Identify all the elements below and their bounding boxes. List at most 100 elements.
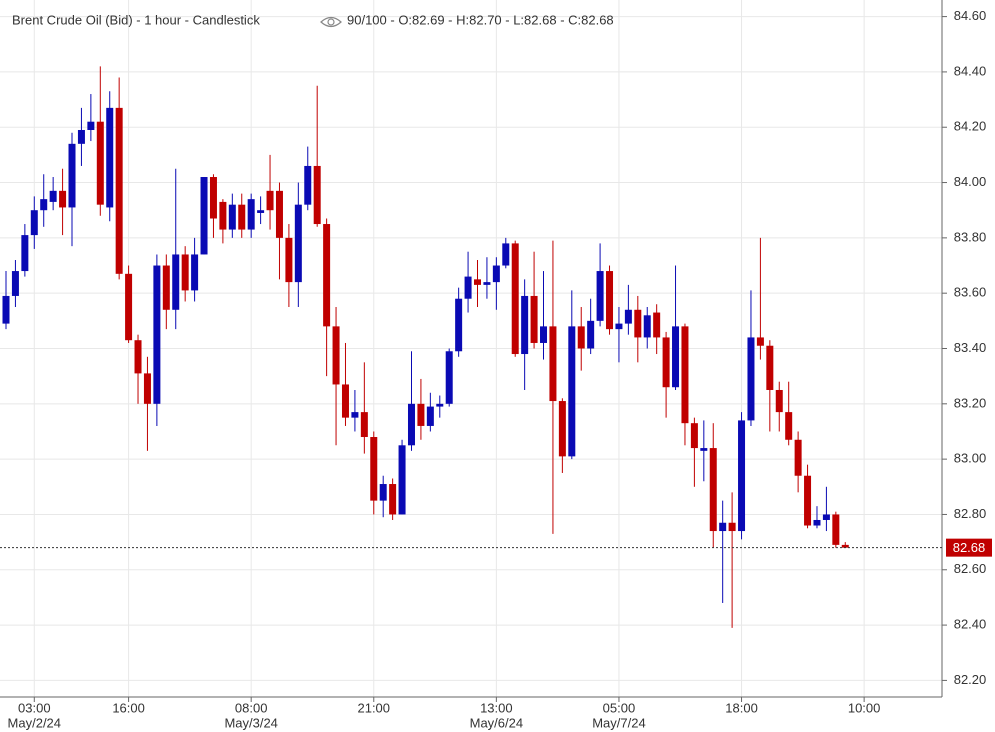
candle-body [2, 295, 10, 324]
x-tick-label: 16:00 [112, 700, 145, 715]
candle-body [247, 199, 255, 230]
candle-body [191, 254, 199, 291]
candle-body [634, 309, 642, 338]
eye-icon [320, 16, 342, 28]
x-tick-label: 08:00 [235, 700, 268, 715]
candle-body [653, 312, 661, 338]
y-tick-label: 83.60 [954, 285, 987, 300]
candle-body [455, 298, 463, 352]
candle-body [209, 177, 217, 219]
candle-body [662, 337, 670, 388]
candle-body [257, 210, 265, 213]
candle-body [681, 326, 689, 424]
candle-body [172, 254, 180, 310]
last-price-label: 82.68 [953, 540, 986, 555]
candle-body [238, 204, 246, 230]
candle-body [804, 475, 812, 526]
candle-body [313, 165, 321, 225]
y-tick-label: 84.20 [954, 119, 987, 134]
candle-body [379, 484, 387, 501]
candle-body [77, 129, 85, 144]
candle-body [568, 326, 576, 457]
candle-body [747, 337, 755, 421]
y-tick-label: 82.80 [954, 506, 987, 521]
candle-body [30, 210, 38, 236]
candle-body [360, 412, 368, 438]
x-date-label: May/6/24 [470, 715, 523, 730]
candle-body [219, 201, 227, 230]
candle-body [341, 384, 349, 418]
candle-body [40, 199, 48, 211]
candle-body [606, 271, 614, 330]
x-tick-label: 05:00 [603, 700, 636, 715]
candle-body [445, 351, 453, 404]
candle-body [577, 326, 585, 349]
chart-title: Brent Crude Oil (Bid) - 1 hour - Candles… [12, 12, 260, 27]
candle-body [49, 190, 57, 202]
candle-body [596, 271, 604, 321]
candle-body [756, 337, 764, 346]
last-price-box [946, 538, 992, 557]
candle-body [700, 448, 708, 451]
candle-body [483, 282, 491, 285]
candle-body [511, 243, 519, 355]
candle-body [841, 544, 849, 548]
candle-body [709, 448, 717, 532]
x-tick-label: 03:00 [18, 700, 51, 715]
candle-body [474, 279, 481, 285]
y-tick-label: 83.80 [954, 229, 987, 244]
candle-body [181, 254, 189, 291]
candle-body [738, 420, 746, 532]
candle-body [615, 323, 623, 330]
candle-body [407, 403, 415, 446]
candle-body [549, 326, 557, 402]
candle-body [294, 204, 302, 283]
candle-body [21, 235, 29, 272]
candle-body [464, 276, 472, 299]
y-tick-label: 83.00 [954, 451, 987, 466]
candle-body [822, 514, 830, 520]
candle-body [143, 373, 151, 404]
chart-subtitle: 90/100 - O:82.69 - H:82.70 - L:82.68 - C… [347, 12, 614, 27]
candle-body [794, 439, 802, 476]
y-tick-label: 83.20 [954, 395, 987, 410]
candle-body [11, 271, 19, 296]
candle-body [587, 320, 595, 349]
candle-body [134, 340, 142, 374]
x-date-label: May/2/24 [8, 715, 61, 730]
candle-body [719, 522, 727, 532]
y-tick-label: 82.60 [954, 561, 987, 576]
candles [0, 66, 942, 628]
candle-body [332, 326, 340, 385]
candle-body [228, 204, 236, 230]
candle-body [672, 326, 680, 388]
candle-body [775, 389, 783, 413]
candle-body [389, 484, 397, 515]
candle-body [492, 265, 500, 283]
candle-body [643, 315, 651, 338]
candle-body [417, 403, 425, 426]
candle-body [521, 295, 529, 355]
candle-body [351, 412, 359, 418]
y-tick-label: 82.20 [954, 672, 987, 687]
candle-body [275, 190, 283, 238]
x-tick-label: 21:00 [357, 700, 390, 715]
y-tick-label: 83.40 [954, 340, 987, 355]
candle-body [115, 107, 123, 274]
candle-body [323, 224, 331, 327]
candle-body [266, 190, 274, 211]
candle-body [153, 265, 161, 404]
candle-body [624, 309, 632, 324]
candle-body [436, 403, 444, 407]
candle-body [398, 445, 406, 515]
candle-body [540, 326, 548, 343]
candle-body [502, 243, 510, 266]
y-tick-label: 84.40 [954, 63, 987, 78]
candle-body [728, 522, 736, 532]
candle-body [200, 177, 208, 255]
candle-body [832, 514, 840, 545]
candle-body [285, 237, 293, 283]
candle-body [785, 412, 793, 440]
candle-body [304, 165, 312, 205]
